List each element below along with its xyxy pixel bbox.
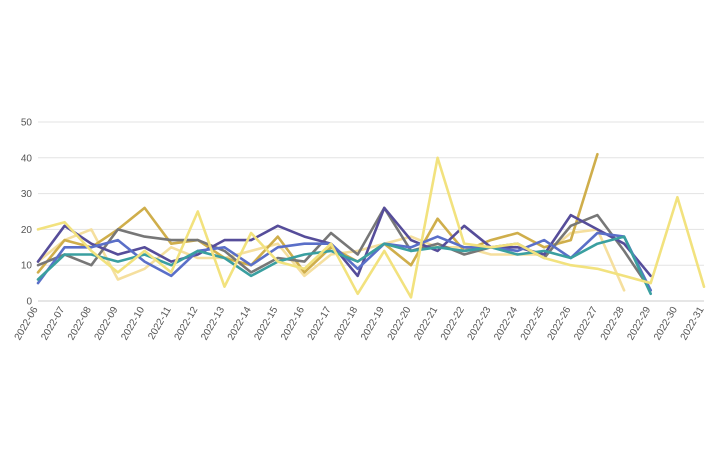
x-tick-label: 2022-08 [66,305,94,343]
y-axis-ticks: 0 10 20 30 40 50 [21,118,33,308]
x-tick-label: 2022-17 [306,305,334,343]
x-tick-label: 2022-13 [199,305,227,343]
x-tick-label: 2022-09 [93,305,121,343]
x-tick-label: 2022-06 [13,305,41,343]
y-tick-label: 40 [21,153,33,164]
x-tick-label: 2022-22 [439,305,467,343]
x-tick-label: 2022-20 [386,305,414,343]
x-tick-label: 2022-21 [412,305,440,343]
x-tick-label: 2022-18 [332,305,360,343]
x-tick-label: 2022-10 [119,305,147,343]
x-tick-label: 2022-28 [599,305,627,343]
series-line-7 [36,156,706,299]
x-tick-label: 2022-15 [252,305,280,343]
x-tick-label: 2022-11 [146,305,174,342]
x-tick-label: 2022-25 [519,305,547,343]
x-tick-label: 2022-30 [652,305,680,343]
y-tick-label: 50 [21,118,33,129]
series-line-4 [36,206,653,278]
series-lines [36,152,706,299]
y-tick-label: 10 [21,261,33,272]
x-tick-label: 2022-07 [39,305,67,343]
x-tick-label: 2022-24 [492,305,520,343]
x-tick-label: 2022-27 [572,305,600,343]
x-tick-label: 2022-12 [173,305,201,343]
x-tick-label: 2022-14 [226,305,254,343]
y-tick-label: 30 [21,189,33,200]
series-line-2 [36,152,599,274]
y-tick-label: 20 [21,225,33,236]
x-tick-label: 2022-26 [546,305,574,343]
x-tick-label: 2022-29 [625,305,653,343]
x-tick-label: 2022-31 [679,305,707,343]
y-tick-label: 0 [26,297,32,308]
x-tick-label: 2022-19 [359,305,387,343]
x-tick-label: 2022-16 [279,305,307,343]
x-tick-label: 2022-23 [466,305,494,343]
